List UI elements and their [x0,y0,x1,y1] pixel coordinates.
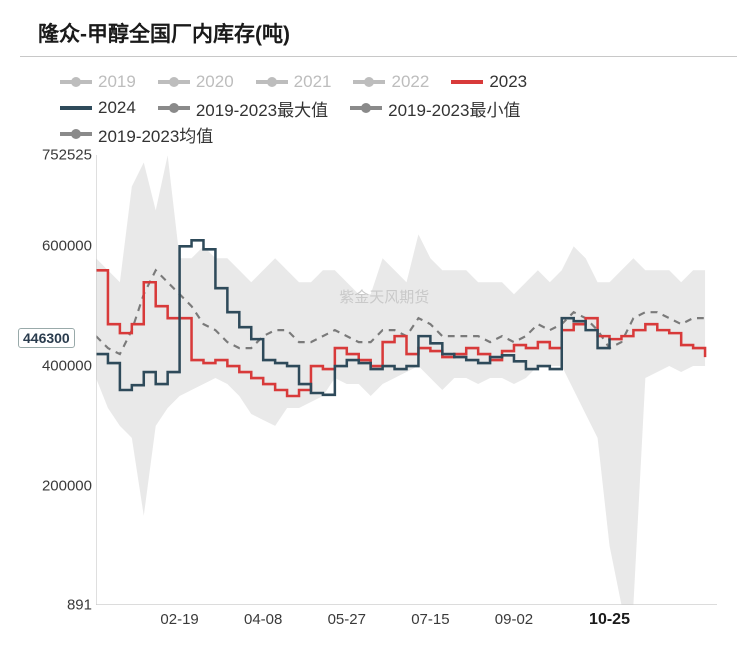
x-tick: 04-08 [244,611,282,628]
legend-item[interactable]: 2019-2023最小值 [350,95,520,121]
plot: 紫金天风期货 [96,155,717,605]
legend-label: 2019 [98,72,136,92]
chart-title: 隆众-甲醇全国厂内库存(吨) [20,18,737,56]
legend-item[interactable]: 2024 [60,95,136,121]
legend-item[interactable]: 2023 [451,69,527,95]
legend: 2019202020212022202320242019-2023最大值2019… [20,57,737,153]
legend-label: 2019-2023最小值 [388,96,520,121]
legend-item[interactable]: 2019 [60,69,136,95]
x-tick: 05-27 [328,611,366,628]
legend-swatch [60,127,92,141]
legend-item[interactable]: 2020 [158,69,234,95]
y-axis: 891200000400000600000752525 [20,155,96,605]
legend-swatch [60,75,92,89]
legend-swatch [350,101,382,115]
chart-area: 891200000400000600000752525 446300 紫金天风期… [20,155,737,645]
legend-swatch [353,75,385,89]
y-callout: 446300 [18,328,75,348]
legend-swatch [256,75,288,89]
y-tick: 200000 [42,477,92,494]
legend-item[interactable]: 2022 [353,69,429,95]
y-tick: 400000 [42,358,92,375]
legend-label: 2024 [98,98,136,118]
legend-label: 2019-2023均值 [98,122,213,147]
legend-label: 2022 [391,72,429,92]
y-tick: 752525 [42,147,92,164]
legend-label: 2019-2023最大值 [196,96,328,121]
legend-label: 2023 [489,72,527,92]
x-tick: 07-15 [411,611,449,628]
legend-label: 2021 [294,72,332,92]
legend-swatch [158,101,190,115]
legend-swatch [158,75,190,89]
range-band [96,155,705,605]
legend-item[interactable]: 2019-2023最大值 [158,95,328,121]
legend-label: 2020 [196,72,234,92]
x-tick: 09-02 [495,611,533,628]
x-tick: 02-19 [160,611,198,628]
x-axis: 02-19 04-08 05-27 07-15 09-02 10-25 [96,605,717,645]
legend-item[interactable]: 2021 [256,69,332,95]
legend-item[interactable]: 2019-2023均值 [60,121,213,147]
x-tick: 10-25 [589,611,630,629]
legend-swatch [451,75,483,89]
y-tick: 891 [67,597,92,614]
y-tick: 600000 [42,238,92,255]
legend-swatch [60,101,92,115]
